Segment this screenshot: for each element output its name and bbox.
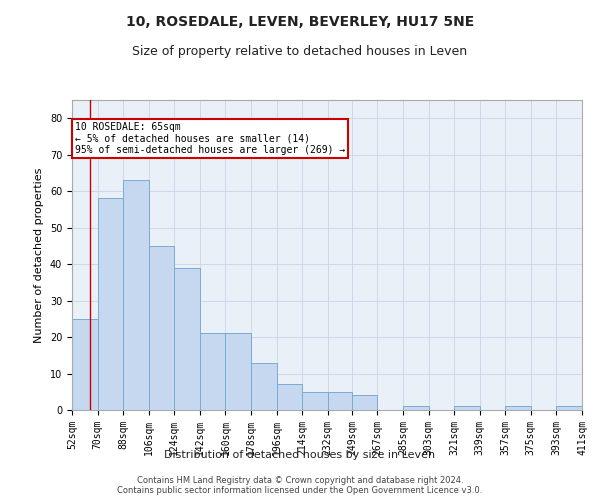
Bar bbox=[556, 406, 582, 410]
Bar bbox=[302, 392, 328, 410]
Text: 10 ROSEDALE: 65sqm
← 5% of detached houses are smaller (14)
95% of semi-detached: 10 ROSEDALE: 65sqm ← 5% of detached hous… bbox=[75, 122, 345, 155]
Bar bbox=[98, 198, 123, 410]
Text: 10, ROSEDALE, LEVEN, BEVERLEY, HU17 5NE: 10, ROSEDALE, LEVEN, BEVERLEY, HU17 5NE bbox=[126, 15, 474, 29]
Bar bbox=[251, 362, 277, 410]
Bar bbox=[226, 334, 251, 410]
Bar bbox=[123, 180, 149, 410]
Bar bbox=[72, 319, 98, 410]
Bar bbox=[352, 396, 377, 410]
Bar bbox=[149, 246, 174, 410]
Bar bbox=[328, 392, 352, 410]
Bar bbox=[174, 268, 200, 410]
Y-axis label: Number of detached properties: Number of detached properties bbox=[34, 168, 44, 342]
Bar bbox=[505, 406, 531, 410]
Bar bbox=[403, 406, 428, 410]
Text: Contains HM Land Registry data © Crown copyright and database right 2024.
Contai: Contains HM Land Registry data © Crown c… bbox=[118, 476, 482, 495]
Bar bbox=[277, 384, 302, 410]
Text: Distribution of detached houses by size in Leven: Distribution of detached houses by size … bbox=[164, 450, 436, 460]
Bar bbox=[454, 406, 480, 410]
Text: Size of property relative to detached houses in Leven: Size of property relative to detached ho… bbox=[133, 45, 467, 58]
Bar bbox=[200, 334, 226, 410]
